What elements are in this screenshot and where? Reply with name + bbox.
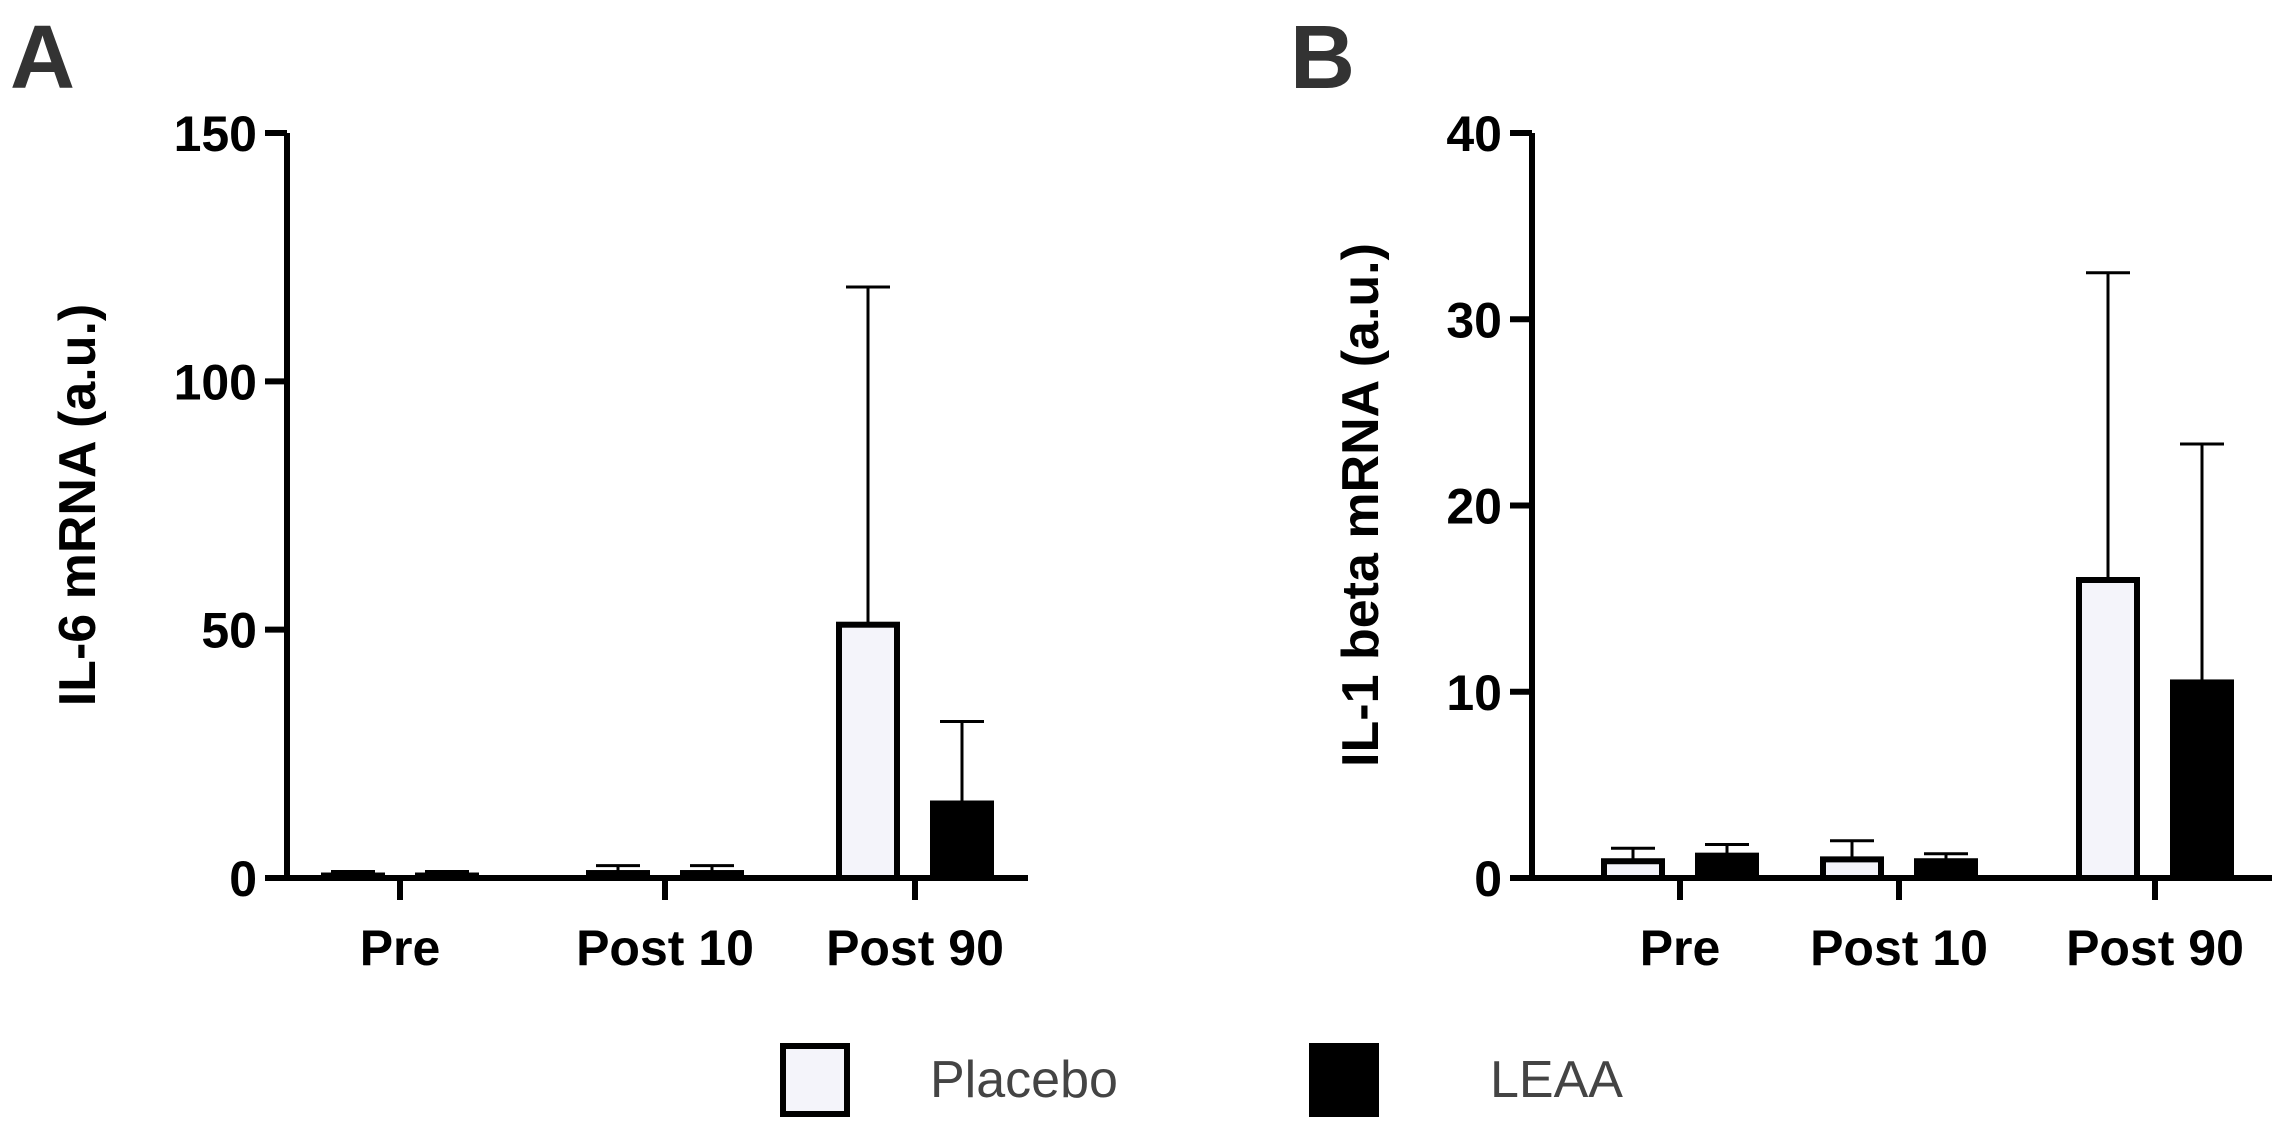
legend: Placebo LEAA [780, 1043, 1623, 1117]
panel-letter-a: A [10, 8, 75, 108]
bar-leaa-post-90 [2170, 679, 2234, 881]
bar-placebo-post-90 [836, 621, 900, 882]
x-tick-label: Pre [1640, 920, 1721, 976]
y-tick-label: 0 [229, 851, 257, 907]
bar-leaa-pre [1695, 852, 1759, 882]
y-axis-title: IL-6 mRNA (a.u.) [49, 304, 107, 707]
y-tick-label: 20 [1446, 479, 1502, 535]
chart-panel-b: 0 10 20 30 40 Pre Post 10 Post 90 IL-1 beta mRNA… [1332, 106, 2272, 976]
x-tick-label: Post 10 [576, 920, 754, 976]
bar-placebo-post-90 [2076, 577, 2140, 881]
y-tick-label: 100 [174, 354, 257, 410]
y-tick-label: 150 [174, 106, 257, 162]
y-tick-label: 30 [1446, 292, 1502, 348]
y-tick-label: 10 [1446, 665, 1502, 721]
x-tick-label: Post 90 [826, 920, 1004, 976]
chart-panel-a: 0 50 100 150 Pre Post 10 Post 90 IL-6 mRNA (a.u… [49, 106, 1028, 976]
x-tick-label: Post 90 [2066, 920, 2244, 976]
y-tick-label: 0 [1474, 851, 1502, 907]
panel-letter-b: B [1290, 8, 1355, 108]
legend-swatch-leaa [1309, 1043, 1379, 1117]
y-axis-title: IL-1 beta mRNA (a.u.) [1332, 243, 1390, 767]
bar-leaa-post-90 [930, 800, 994, 881]
x-tick-label: Post 10 [1810, 920, 1988, 976]
y-tick-label: 50 [201, 603, 257, 659]
y-tick-label: 40 [1446, 106, 1502, 162]
legend-swatch-placebo [780, 1043, 850, 1117]
legend-label-placebo: Placebo [930, 1051, 1118, 1109]
x-tick-label: Pre [360, 920, 441, 976]
legend-label-leaa: LEAA [1490, 1051, 1623, 1109]
